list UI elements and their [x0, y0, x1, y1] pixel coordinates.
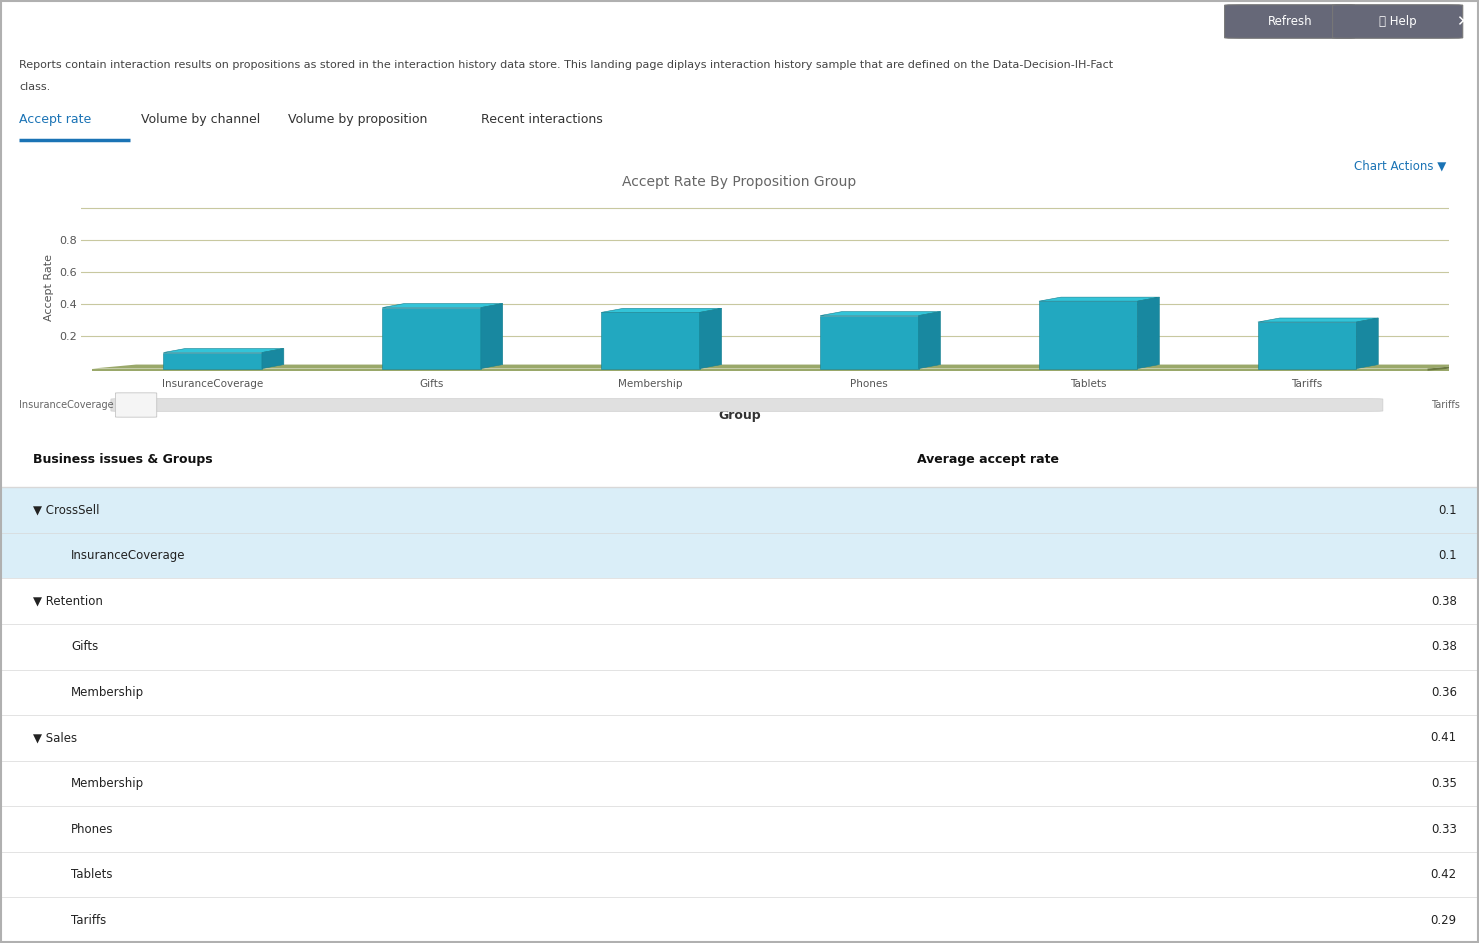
Text: Decisioning: Interaction History: Decisioning: Interaction History	[19, 14, 293, 29]
Text: ▼ Retention: ▼ Retention	[33, 595, 102, 607]
Text: Membership: Membership	[71, 777, 143, 790]
Bar	[0, 533, 1479, 578]
Text: Group: Group	[719, 409, 760, 422]
Text: 0.1: 0.1	[1438, 549, 1457, 562]
Text: InsuranceCoverage: InsuranceCoverage	[71, 549, 185, 562]
FancyBboxPatch shape	[115, 393, 157, 417]
Bar	[0, 445, 1479, 488]
Text: 0.41: 0.41	[1430, 732, 1457, 744]
Bar	[0, 624, 1479, 670]
Polygon shape	[1038, 297, 1160, 301]
Text: 0.29: 0.29	[1430, 914, 1457, 927]
Polygon shape	[164, 349, 284, 353]
Bar	[0, 806, 1479, 852]
Text: Volume by proposition: Volume by proposition	[288, 113, 427, 126]
Bar	[1038, 301, 1137, 369]
Polygon shape	[1356, 318, 1378, 369]
Text: 0.36: 0.36	[1430, 686, 1457, 699]
Bar	[0, 670, 1479, 715]
Polygon shape	[700, 308, 722, 369]
Text: 0.33: 0.33	[1432, 822, 1457, 835]
Text: Accept Rate By Proposition Group: Accept Rate By Proposition Group	[623, 175, 856, 189]
Text: Membership: Membership	[71, 686, 143, 699]
Polygon shape	[1427, 365, 1472, 371]
Bar	[1259, 322, 1356, 369]
Polygon shape	[262, 349, 284, 369]
Text: Average accept rate: Average accept rate	[917, 454, 1059, 467]
Polygon shape	[481, 304, 503, 369]
Text: 0.42: 0.42	[1430, 869, 1457, 881]
FancyBboxPatch shape	[111, 399, 1383, 411]
FancyBboxPatch shape	[1333, 5, 1463, 39]
Text: Accept rate: Accept rate	[19, 113, 92, 126]
Text: Tariffs: Tariffs	[71, 914, 106, 927]
Polygon shape	[918, 311, 941, 369]
Polygon shape	[600, 308, 722, 312]
Text: 0.1: 0.1	[1438, 504, 1457, 517]
Y-axis label: Accept Rate: Accept Rate	[44, 254, 53, 321]
Text: ✕: ✕	[1457, 14, 1469, 29]
Text: Tariffs: Tariffs	[1430, 400, 1460, 410]
Polygon shape	[92, 365, 1472, 369]
Text: 0.38: 0.38	[1432, 595, 1457, 607]
Text: Chart Actions ▼: Chart Actions ▼	[1355, 159, 1446, 173]
Bar	[819, 316, 918, 369]
Text: Phones: Phones	[71, 822, 114, 835]
Bar	[0, 852, 1479, 898]
Text: Tablets: Tablets	[71, 869, 112, 881]
Bar	[0, 715, 1479, 761]
Bar	[0, 488, 1479, 533]
Text: ⓘ Help: ⓘ Help	[1378, 15, 1417, 28]
Text: Recent interactions: Recent interactions	[481, 113, 602, 126]
Text: ▼ Sales: ▼ Sales	[33, 732, 77, 744]
Bar	[0, 898, 1479, 943]
Polygon shape	[382, 304, 503, 307]
FancyBboxPatch shape	[1225, 5, 1355, 39]
Text: 0.38: 0.38	[1432, 640, 1457, 653]
Text: ▼ CrossSell: ▼ CrossSell	[33, 504, 99, 517]
Bar	[0, 761, 1479, 806]
Text: 0.35: 0.35	[1432, 777, 1457, 790]
Text: Refresh: Refresh	[1268, 15, 1312, 28]
Text: class.: class.	[19, 82, 50, 92]
Bar	[0, 578, 1479, 624]
Text: Reports contain interaction results on propositions as stored in the interaction: Reports contain interaction results on p…	[19, 59, 1114, 70]
Polygon shape	[819, 311, 941, 316]
Bar	[382, 307, 481, 369]
Text: Volume by channel: Volume by channel	[141, 113, 260, 126]
Polygon shape	[1137, 297, 1160, 369]
Polygon shape	[1259, 318, 1378, 322]
Bar	[92, 369, 1449, 371]
Bar	[164, 353, 262, 369]
Text: InsuranceCoverage: InsuranceCoverage	[19, 400, 114, 410]
Text: Business issues & Groups: Business issues & Groups	[33, 454, 211, 467]
Text: Gifts: Gifts	[71, 640, 98, 653]
Bar	[600, 312, 700, 369]
